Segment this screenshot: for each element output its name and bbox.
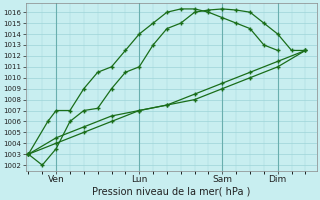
X-axis label: Pression niveau de la mer( hPa ): Pression niveau de la mer( hPa )	[92, 187, 250, 197]
